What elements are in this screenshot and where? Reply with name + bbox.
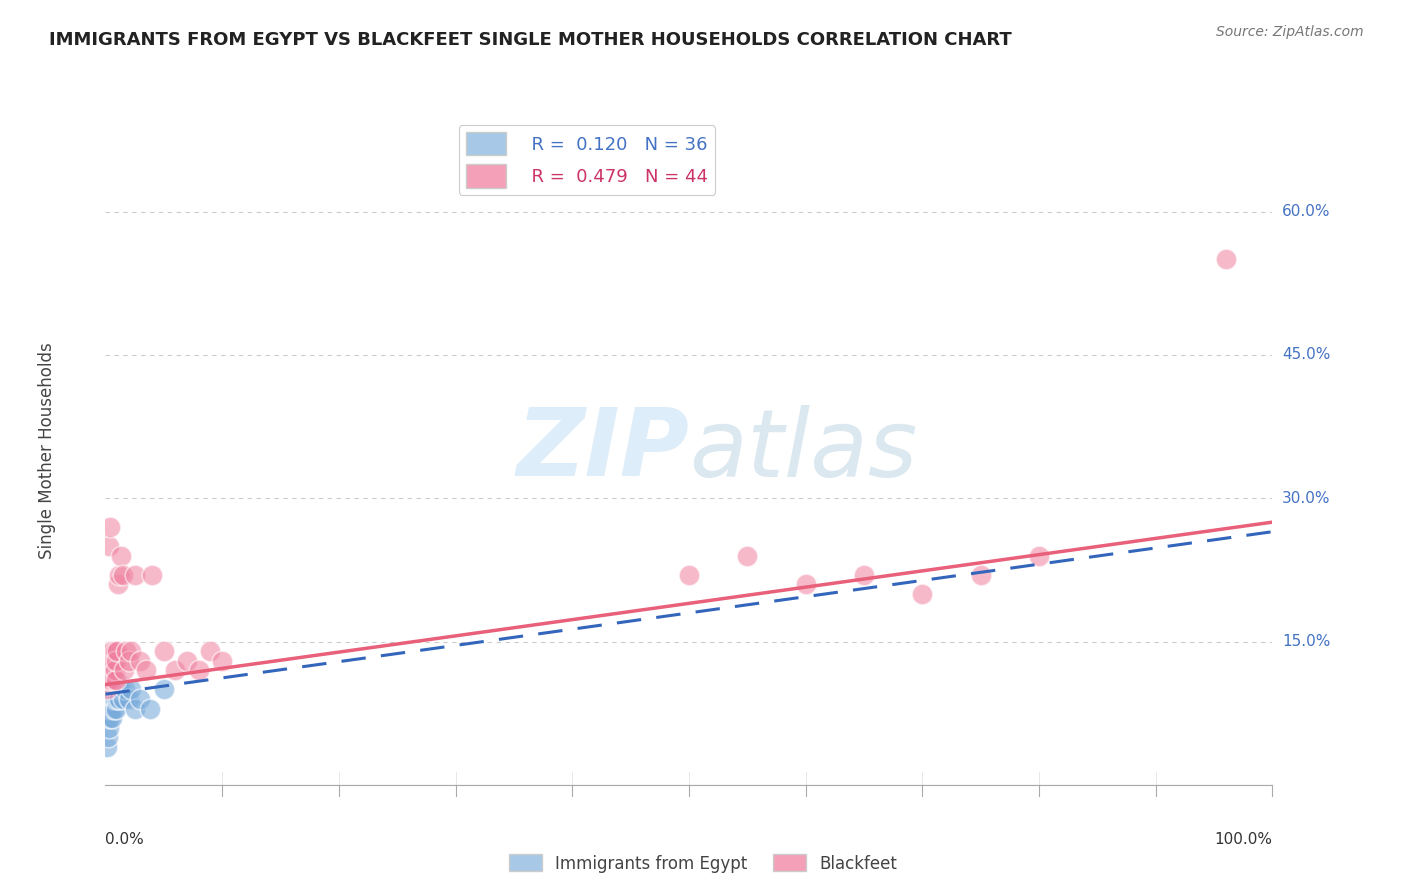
Point	[1215, 252, 1237, 267]
Text: atlas: atlas	[689, 405, 917, 496]
Point	[103, 682, 125, 697]
Point	[911, 587, 934, 601]
Point	[1028, 549, 1050, 563]
Point	[104, 673, 127, 687]
Point	[135, 663, 157, 677]
Point	[118, 654, 141, 668]
Point	[110, 549, 132, 563]
Point	[97, 654, 120, 668]
Legend: Immigrants from Egypt, Blackfeet: Immigrants from Egypt, Blackfeet	[502, 847, 904, 880]
Point	[105, 692, 128, 706]
Point	[98, 663, 121, 677]
Point	[108, 567, 131, 582]
Point	[101, 644, 124, 658]
Point	[112, 663, 135, 677]
Point	[97, 721, 120, 735]
Point	[105, 673, 128, 687]
Point	[678, 567, 700, 582]
Point	[105, 644, 128, 658]
Point	[97, 711, 120, 725]
Point	[104, 682, 127, 697]
Point	[200, 644, 222, 658]
Text: 30.0%: 30.0%	[1282, 491, 1330, 506]
Point	[187, 663, 209, 677]
Point	[141, 567, 163, 582]
Point	[852, 567, 875, 582]
Point	[100, 682, 122, 697]
Legend:   R =  0.120   N = 36,   R =  0.479   N = 44: R = 0.120 N = 36, R = 0.479 N = 44	[458, 125, 716, 194]
Point	[100, 673, 122, 687]
Point	[120, 644, 142, 658]
Point	[97, 701, 120, 715]
Point	[110, 682, 132, 697]
Point	[100, 701, 122, 715]
Point	[97, 692, 120, 706]
Point	[115, 644, 138, 658]
Point	[970, 567, 993, 582]
Point	[104, 682, 127, 697]
Point	[124, 701, 146, 715]
Point	[152, 682, 174, 697]
Point	[101, 711, 124, 725]
Point	[103, 673, 125, 687]
Text: IMMIGRANTS FROM EGYPT VS BLACKFEET SINGLE MOTHER HOUSEHOLDS CORRELATION CHART: IMMIGRANTS FROM EGYPT VS BLACKFEET SINGL…	[49, 31, 1012, 49]
Point	[103, 654, 125, 668]
Point	[104, 654, 127, 668]
Point	[100, 644, 122, 658]
Point	[96, 682, 118, 697]
Point	[114, 682, 136, 697]
Point	[165, 663, 187, 677]
Point	[120, 682, 142, 697]
Point	[176, 654, 198, 668]
Point	[97, 673, 120, 687]
Text: 60.0%: 60.0%	[1282, 204, 1330, 219]
Point	[794, 577, 817, 591]
Point	[101, 663, 124, 677]
Point	[104, 701, 127, 715]
Point	[97, 730, 120, 744]
Point	[104, 644, 127, 658]
Point	[129, 692, 152, 706]
Point	[96, 739, 118, 754]
Text: 15.0%: 15.0%	[1282, 634, 1330, 649]
Text: Source: ZipAtlas.com: Source: ZipAtlas.com	[1216, 25, 1364, 39]
Text: 0.0%: 0.0%	[105, 831, 145, 847]
Point	[101, 692, 124, 706]
Point	[101, 682, 124, 697]
Point	[211, 654, 233, 668]
Text: 45.0%: 45.0%	[1282, 347, 1330, 362]
Point	[97, 539, 120, 553]
Point	[100, 673, 122, 687]
Point	[107, 577, 129, 591]
Point	[108, 692, 131, 706]
Point	[111, 567, 134, 582]
Point	[98, 711, 121, 725]
Text: 100.0%: 100.0%	[1215, 831, 1272, 847]
Point	[97, 663, 120, 677]
Text: ZIP: ZIP	[516, 404, 689, 497]
Point	[118, 692, 141, 706]
Point	[103, 673, 125, 687]
Point	[107, 682, 129, 697]
Point	[124, 567, 146, 582]
Text: Single Mother Households: Single Mother Households	[38, 343, 56, 558]
Point	[129, 654, 152, 668]
Point	[98, 520, 121, 534]
Point	[104, 692, 127, 706]
Point	[111, 692, 134, 706]
Point	[103, 701, 125, 715]
Point	[103, 692, 125, 706]
Point	[152, 644, 174, 658]
Point	[98, 692, 121, 706]
Point	[139, 701, 162, 715]
Point	[104, 663, 127, 677]
Point	[737, 549, 759, 563]
Point	[98, 682, 121, 697]
